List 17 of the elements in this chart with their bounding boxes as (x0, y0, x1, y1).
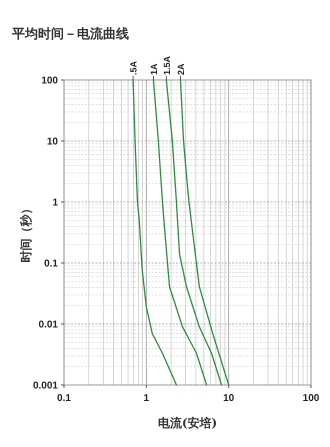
x-axis-title: 电流(安培) (158, 416, 218, 430)
y-tick-label: 0.01 (38, 320, 58, 330)
y-axis-title: 时间（秒） (19, 202, 33, 262)
x-tick-label: 10 (223, 393, 235, 404)
y-tick-label: 1 (52, 198, 58, 208)
y-tick-label: 0.1 (44, 258, 58, 270)
chart-title: 平均时间－电流曲线 (11, 26, 129, 42)
y-tick-label: 0.001 (32, 380, 58, 392)
y-tick-label: 100 (41, 76, 58, 86)
text: 1A (148, 62, 159, 75)
x-tick-label: 0.1 (57, 393, 72, 404)
text: 1.5A (162, 55, 172, 75)
text: .5A (128, 60, 139, 75)
x-tick-label: 100 (302, 393, 320, 404)
y-tick-label: 10 (46, 136, 58, 148)
text: 2A (176, 62, 186, 75)
x-tick-label: 1 (144, 393, 150, 404)
